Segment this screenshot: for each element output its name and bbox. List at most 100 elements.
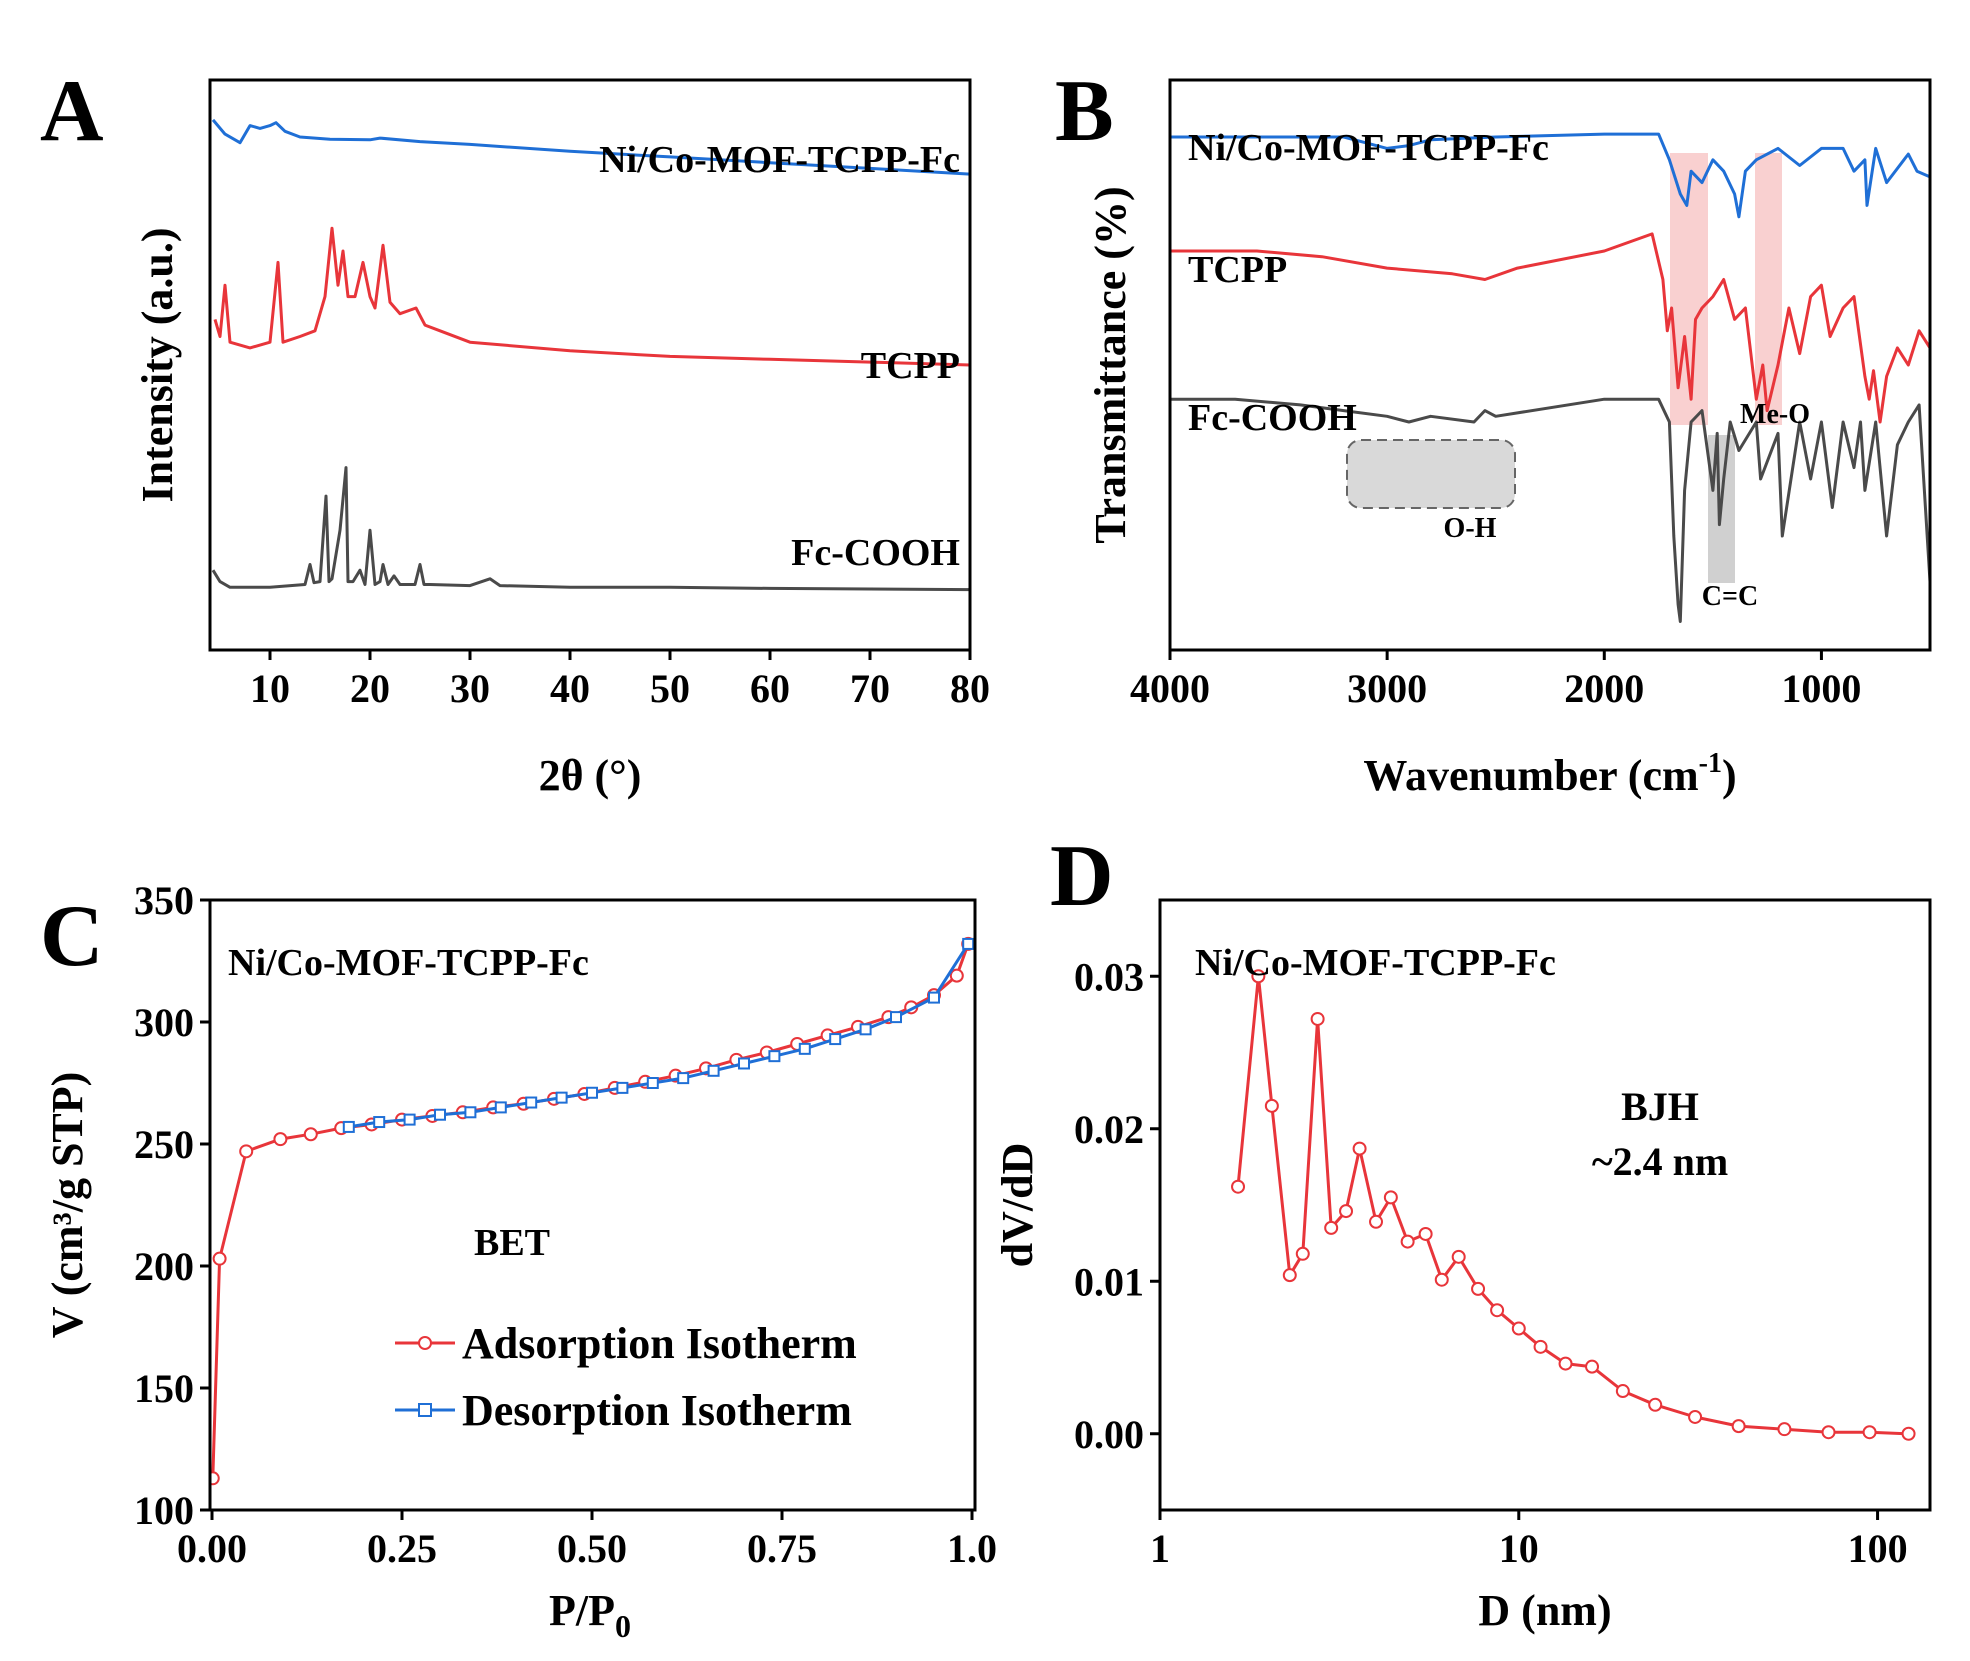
panel-d-point-ni-co-mof-tcpp-fc-20 [1585,1359,1600,1374]
panel-a-xtick-label-5: 60 [750,666,790,711]
panel-label-b: B [1055,63,1114,160]
panel-d-point-ni-co-mof-tcpp-fc-3 [1282,1268,1297,1283]
panel-c-xlabel: P/P0 [549,1586,631,1644]
panel-c-point-desorption-isotherm-15 [494,1101,507,1114]
panel-d-point-ni-co-mof-tcpp-fc-25 [1777,1422,1792,1437]
panel-c-point-desorption-isotherm-17 [434,1108,446,1121]
panel-d-point-ni-co-mof-tcpp-fc-6 [1324,1220,1339,1235]
panel-b-line-fc-cooh [1170,397,1930,623]
panel-b: B 4000 3000 2000 1000 Wavenumber (cm-1) Tra… [1055,63,1932,800]
panel-d-point-ni-co-mof-tcpp-fc-19 [1558,1356,1573,1371]
panel-c-xtick-label-0: 0.00 [177,1526,247,1571]
panel-d-point-ni-co-mof-tcpp-fc-23 [1688,1409,1703,1424]
panel-d-point-ni-co-mof-tcpp-fc-16 [1490,1303,1505,1318]
panel-d-ticks: 1 10 100 0.00 0.01 0.02 0.03 [1074,954,1908,1571]
panel-a-label-fccooh: Fc-COOH [791,532,960,574]
panel-c-xtick-label-3: 0.75 [747,1526,817,1571]
panel-d-point-ni-co-mof-tcpp-fc-24 [1731,1419,1746,1434]
panel-d-point-ni-co-mof-tcpp-fc-15 [1471,1281,1486,1296]
panel-b-xtick-label-0: 4000 [1130,666,1210,711]
panel-d-series [1231,969,1916,1441]
panel-d-xtick-label-2: 100 [1848,1526,1908,1571]
panel-d-point-ni-co-mof-tcpp-fc-21 [1615,1384,1630,1399]
panel-d-point-ni-co-mof-tcpp-fc-13 [1434,1272,1449,1287]
panel-d-point-ni-co-mof-tcpp-fc-10 [1383,1190,1398,1205]
panel-c-point-desorption-isotherm-9 [677,1072,690,1085]
panel-d-point-ni-co-mof-tcpp-fc-14 [1451,1249,1466,1264]
panel-b-xtick-label-2: 2000 [1564,666,1644,711]
panel-c-point-desorption-isotherm-12 [586,1086,598,1099]
oh-box [1346,439,1516,509]
panel-d-xlabel: D (nm) [1478,1586,1611,1635]
panel-b-ticks: 4000 3000 2000 1000 [1130,650,1861,711]
panel-c-ytick-label-5: 350 [134,878,194,923]
panel-c-point-desorption-isotherm-13 [555,1091,568,1104]
panel-d-ytick-label-3: 0.03 [1074,954,1144,999]
panel-d-point-ni-co-mof-tcpp-fc-9 [1369,1214,1384,1229]
panel-c-ytick-label-0: 100 [134,1488,194,1533]
panel-a-xtick-label-4: 50 [650,666,690,711]
panel-b-label-fccooh: Fc-COOH [1188,397,1357,439]
panel-c-point-desorption-isotherm-0 [962,937,975,950]
panel-c-point-desorption-isotherm-14 [525,1096,538,1109]
panel-c-point-desorption-isotherm-10 [646,1077,659,1089]
panel-a-line-tcpp [213,226,970,367]
panel-d-line-ni-co-mof-tcpp-fc [1236,974,1909,1436]
panel-c-point-desorption-isotherm-18 [403,1113,416,1126]
panel-c-series [210,936,975,1486]
panel-c-ytick-label-4: 300 [134,1000,194,1045]
panel-b-xtick-label-1: 3000 [1347,666,1427,711]
panel-a-xtick-label-1: 20 [350,666,390,711]
panel-d-point-ni-co-mof-tcpp-fc-12 [1418,1226,1433,1241]
panel-c-point-adsorption-isotherm-0 [210,1471,220,1486]
legend-desorption-label: Desorption Isotherm [462,1386,852,1435]
panel-d-point-ni-co-mof-tcpp-fc-22 [1648,1397,1663,1412]
panel-a-label-mof: Ni/Co-MOF-TCPP-Fc [599,139,960,181]
panel-d-point-ni-co-mof-tcpp-fc-1 [1251,969,1266,984]
panel-b-xtick-label-3: 1000 [1781,666,1861,711]
panel-d-xtick-label-1: 10 [1499,1526,1539,1571]
panel-a-xtick-label-0: 10 [250,666,290,711]
panel-d-point-ni-co-mof-tcpp-fc-5 [1310,1011,1325,1026]
panel-d-ylabel: dV/dD [993,1143,1042,1268]
panel-a: A 10 20 30 40 50 60 70 80 2θ (°) Intensity (a.u… [40,63,990,800]
panel-c-point-desorption-isotherm-4 [829,1033,842,1046]
panel-a-xtick-label-3: 40 [550,666,590,711]
panel-b-frame [1168,78,1932,652]
panel-a-xtick-label-2: 30 [450,666,490,711]
panel-c-point-desorption-isotherm-3 [859,1023,872,1036]
panel-d-ytick-label-2: 0.02 [1074,1107,1144,1152]
panel-d-point-ni-co-mof-tcpp-fc-2 [1264,1098,1279,1113]
panel-a-xtick-label-7: 80 [950,666,990,711]
panel-b-series [1170,132,1930,623]
panel-b-line-ni-co-mof-tcpp-fc [1170,132,1930,219]
panel-d-annotation-bjh: BJH [1621,1084,1699,1129]
panel-c-point-desorption-isotherm-20 [342,1120,355,1133]
panel-label-c: C [40,888,104,985]
legend-desorption-marker [418,1403,432,1417]
panel-d-annotation-size: ~2.4 nm [1592,1139,1728,1184]
panel-d-point-ni-co-mof-tcpp-fc-0 [1231,1179,1246,1194]
panel-d-point-ni-co-mof-tcpp-fc-4 [1295,1246,1310,1261]
panel-c-point-desorption-isotherm-1 [928,991,940,1004]
panel-c-ytick-label-2: 200 [134,1244,194,1289]
panel-d-point-ni-co-mof-tcpp-fc-18 [1533,1339,1548,1354]
panel-c-title: Ni/Co-MOF-TCPP-Fc [228,942,589,984]
panel-c-legend: Adsorption Isotherm Desorption Isotherm [395,1319,857,1435]
panel-a-label-tcpp: TCPP [861,345,960,387]
panel-d-frame [1158,898,1932,1512]
panel-c-point-adsorption-isotherm-4 [303,1127,318,1142]
panel-c-xtick-label-2: 0.50 [557,1526,627,1571]
panel-d-xtick-label-0: 1 [1150,1526,1170,1571]
panel-a-line-fc-cooh [211,466,970,592]
panel-c-point-desorption-isotherm-19 [373,1116,386,1129]
panel-c-point-adsorption-isotherm-3 [273,1132,288,1147]
panel-c-xtick-label-1: 0.25 [367,1526,437,1571]
panel-d-point-ni-co-mof-tcpp-fc-7 [1339,1204,1354,1219]
legend-adsorption-label: Adsorption Isotherm [462,1319,857,1368]
panel-d-point-ni-co-mof-tcpp-fc-28 [1901,1426,1916,1441]
legend-adsorption-marker [418,1336,432,1350]
panel-b-xlabel: Wavenumber (cm-1) [1363,748,1736,800]
panel-d-point-ni-co-mof-tcpp-fc-8 [1352,1141,1367,1156]
